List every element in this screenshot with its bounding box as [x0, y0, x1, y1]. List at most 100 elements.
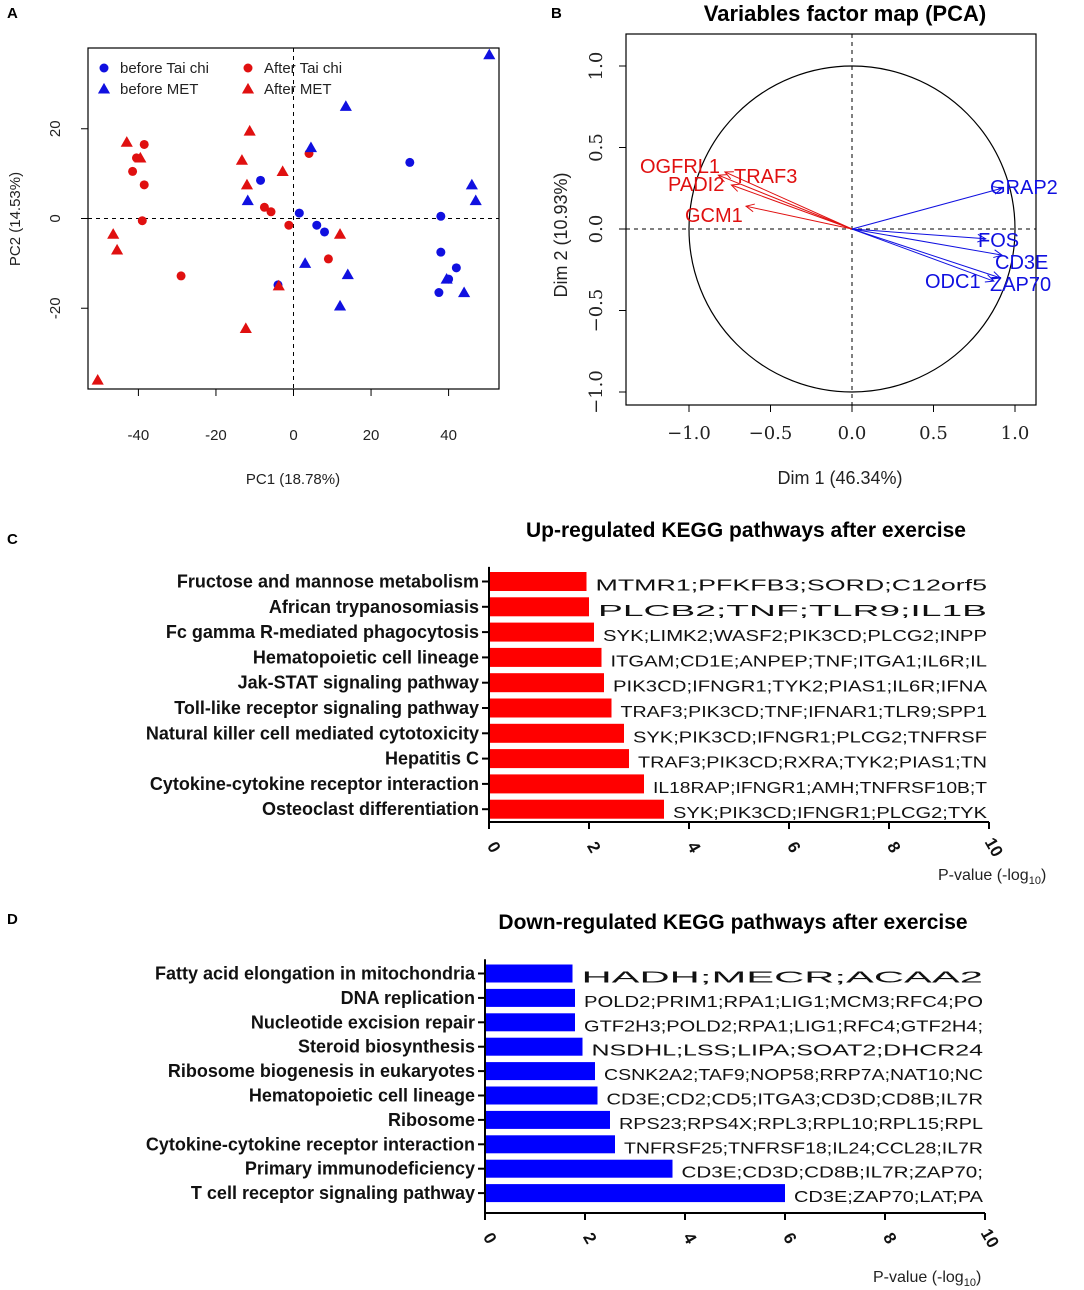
- panel-d-down-regulated: Down-regulated KEGG pathways after exerc…: [146, 911, 1003, 1289]
- bar: [490, 673, 604, 693]
- x-tick-label: 10: [977, 1225, 1003, 1251]
- panel-d-xlabel: P-value (-log10): [873, 1269, 981, 1289]
- data-point: [276, 165, 289, 176]
- data-point: [235, 154, 249, 165]
- x-tick-label: 1.0: [1001, 423, 1030, 444]
- vector-label: ODC1: [925, 271, 981, 293]
- pathway-label: Toll-like receptor signaling pathway: [174, 698, 479, 718]
- data-point: [111, 243, 124, 255]
- data-point: [272, 279, 285, 291]
- panel-c-up-regulated: Up-regulated KEGG pathways after exercis…: [146, 519, 1046, 887]
- gene-list-label: POLD2;PRIM1;RPA1;LIG1;MCM3;RFC4;PO: [584, 994, 983, 1011]
- panel-b-title: Variables factor map (PCA): [704, 1, 986, 26]
- legend-marker: [97, 82, 111, 94]
- x-tick-label: 0.5: [919, 423, 948, 444]
- bar: [486, 1013, 575, 1032]
- gene-list-label: TRAF3;PIK3CD;RXRA;TYK2;PIAS1;TN: [638, 755, 987, 772]
- bar: [490, 647, 602, 667]
- y-tick-label: 0: [47, 214, 64, 222]
- panel-c-title: Up-regulated KEGG pathways after exercis…: [526, 519, 966, 542]
- x-tick-label: 10: [981, 834, 1007, 860]
- vector-label: GCM1: [685, 205, 743, 227]
- y-tick-label: −1.0: [586, 370, 607, 414]
- pathway-label: African trypanosomiasis: [269, 597, 479, 617]
- pathway-label: Ribosome: [388, 1110, 475, 1130]
- gene-list-label: TNFRSF25;TNFRSF18;IL24;CCL28;IL7R: [624, 1140, 983, 1157]
- vector-label: GRAP2: [990, 177, 1058, 199]
- data-point: [440, 272, 453, 284]
- x-tick-label: 0: [479, 1229, 500, 1247]
- panel-d-title: Down-regulated KEGG pathways after exerc…: [498, 911, 967, 934]
- data-point: [323, 254, 333, 264]
- arrow-head: [744, 203, 755, 213]
- bar: [486, 1110, 610, 1129]
- data-point: [405, 157, 415, 167]
- arrow-head: [977, 233, 987, 243]
- x-tick-label: 40: [440, 427, 457, 444]
- data-point: [137, 216, 147, 226]
- data-point: [139, 180, 149, 190]
- data-point: [333, 299, 347, 311]
- bar: [486, 964, 573, 983]
- x-tick-label: 6: [783, 838, 804, 856]
- bar: [490, 597, 589, 617]
- panel-c-xlabel: P-value (-log10): [938, 867, 1046, 887]
- data-point: [451, 263, 461, 273]
- gene-list-label: CD3E;CD3D;CD8B;IL7R;ZAP70;: [682, 1165, 984, 1182]
- x-tick-label: 4: [683, 838, 704, 856]
- panel-label-a: A: [7, 5, 18, 22]
- data-point: [469, 194, 482, 206]
- bar: [490, 572, 587, 591]
- x-tick-label: 4: [679, 1229, 700, 1247]
- vector-label: FOS: [978, 230, 1019, 252]
- bar: [490, 723, 624, 743]
- bar: [490, 749, 629, 769]
- data-point: [284, 220, 294, 230]
- pathway-label: Hepatitis C: [385, 749, 479, 769]
- data-point: [266, 207, 276, 217]
- arrow-head: [993, 186, 1004, 195]
- data-point: [458, 286, 471, 298]
- data-point: [436, 211, 446, 221]
- arrow-head: [730, 183, 741, 192]
- data-point: [91, 373, 104, 385]
- pathway-label: Osteoclast differentiation: [262, 799, 479, 819]
- y-tick-label: -20: [47, 297, 64, 319]
- legend-label: After Tai chi: [264, 60, 342, 77]
- data-point: [483, 48, 496, 60]
- arrow-head: [993, 249, 1004, 259]
- panel-label-b: B: [551, 5, 562, 22]
- vector-label: ZAP70: [990, 274, 1051, 296]
- pathway-label: Primary immunodeficiency: [245, 1159, 475, 1179]
- pathway-label: Fatty acid elongation in mitochondria: [155, 964, 476, 984]
- x-tick-label: -40: [128, 427, 150, 444]
- gene-list-label: CD3E;CD2;CD5;ITGA3;CD3D;CD8B;IL7R: [607, 1092, 984, 1109]
- vector-label: PADI2: [668, 174, 724, 196]
- loading-arrow: [718, 174, 853, 230]
- data-point: [259, 202, 269, 212]
- bar: [486, 1184, 785, 1203]
- bar: [486, 1135, 615, 1154]
- y-tick-label: −0.5: [586, 289, 607, 333]
- y-tick-label: 0.0: [586, 215, 607, 244]
- gene-list-label: ITGAM;CD1E;ANPEP;TNF;ITGA1;IL6R;IL: [611, 653, 988, 670]
- pathway-label: Fc gamma R-mediated phagocytosis: [166, 622, 479, 642]
- loading-arrow: [851, 228, 1003, 256]
- x-tick-label: -20: [205, 427, 227, 444]
- gene-list-label: TRAF3;PIK3CD;TNF;IFNAR1;TLR9;SPP1: [621, 704, 988, 721]
- arrow-head: [717, 174, 728, 183]
- x-tick-label: 2: [583, 838, 604, 856]
- data-point: [341, 268, 354, 280]
- vector-label: OGFRL1: [640, 156, 720, 178]
- gene-list-label: HADH;MECR;ACAA2: [582, 970, 984, 987]
- pathway-label: Hematopoietic cell lineage: [249, 1086, 475, 1106]
- bar: [486, 1062, 595, 1081]
- y-tick-label: 1.0: [586, 52, 607, 81]
- gene-list-label: NSDHL;LSS;LIPA;SOAT2;DHCR24: [592, 1043, 984, 1060]
- pathway-label: DNA replication: [341, 988, 475, 1008]
- y-tick-label: 0.5: [586, 133, 607, 162]
- legend-marker: [243, 63, 253, 73]
- data-point: [243, 124, 256, 136]
- data-point: [465, 178, 478, 190]
- panel-label-d: D: [7, 911, 18, 928]
